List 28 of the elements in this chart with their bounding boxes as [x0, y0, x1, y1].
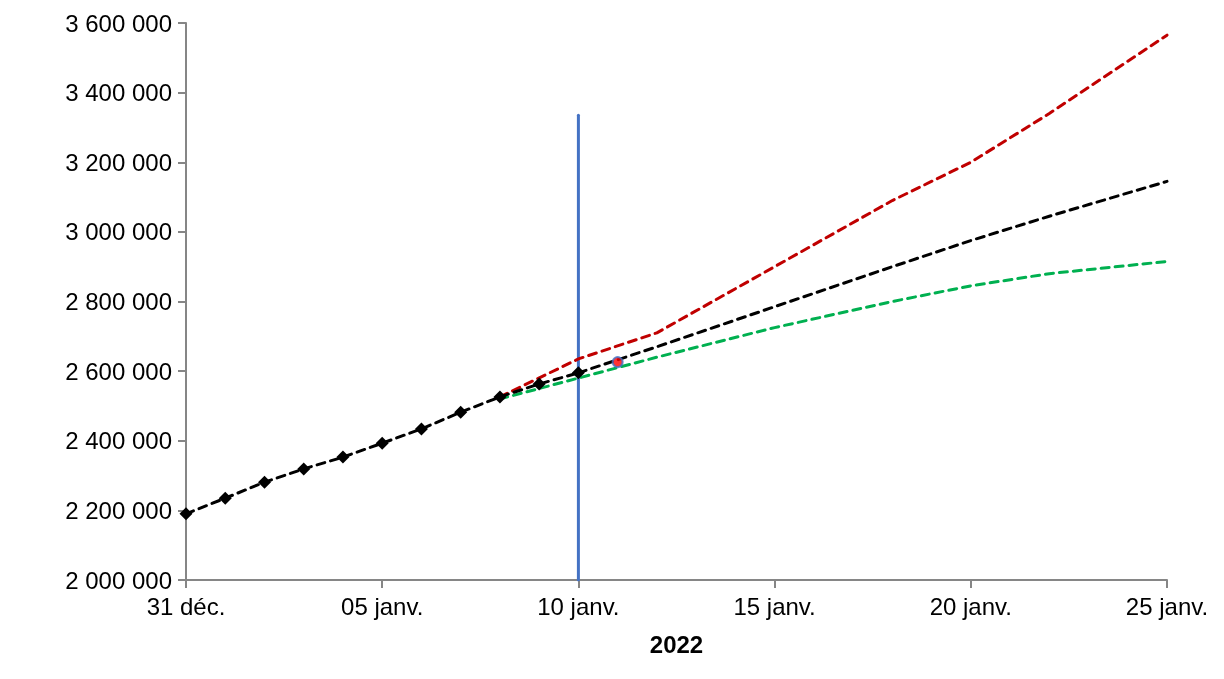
- x-tick-label: 05 janv.: [341, 592, 424, 620]
- point: [571, 366, 585, 380]
- y-tick-label: 2 600 000: [65, 357, 172, 385]
- x-axis-title: 2022: [649, 630, 704, 658]
- x-tick-label: 10 janv.: [537, 592, 620, 620]
- point: [297, 462, 311, 476]
- x-tick-label: 25 janv.: [1125, 592, 1209, 620]
- y-tick-label: 2 400 000: [65, 427, 172, 455]
- y-tick-label: 3 400 000: [65, 79, 172, 107]
- point: [493, 390, 507, 404]
- y-tick-label: 2 200 000: [65, 496, 172, 524]
- point: [218, 491, 232, 505]
- point: [179, 507, 193, 521]
- y-tick-label: 3 200 000: [65, 148, 172, 176]
- x-tick-label: 20 janv.: [929, 592, 1012, 620]
- y-tick-label: 2 000 000: [65, 566, 172, 594]
- point: [454, 405, 468, 419]
- point: [257, 475, 271, 489]
- point: [611, 356, 624, 369]
- y-tick-label: 3 600 000: [65, 9, 172, 37]
- y-tick-label: 3 000 000: [65, 218, 172, 246]
- point: [336, 450, 350, 464]
- x-tick-label: 15 janv.: [733, 592, 816, 620]
- point: [532, 377, 546, 391]
- x-tick-label: 31 déc.: [146, 592, 226, 620]
- point: [375, 436, 389, 450]
- y-tick-label: 2 800 000: [65, 288, 172, 315]
- point: [414, 422, 428, 436]
